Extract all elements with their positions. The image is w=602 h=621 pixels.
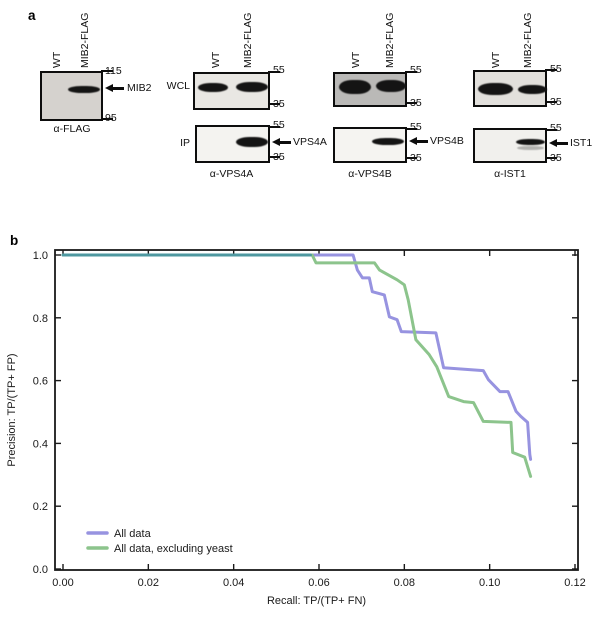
lane-label-wt: WT [490, 51, 502, 68]
marker-tick [268, 126, 280, 128]
band-arrow-icon [409, 137, 428, 146]
marker-tick [268, 71, 280, 73]
y-tick-label: 0.2 [33, 501, 48, 513]
y-tick-label: 0.4 [33, 438, 48, 450]
legend-label: All data, excluding yeast [114, 543, 233, 555]
lane-label-mib2-flag: MIB2-FLAG [242, 12, 254, 68]
marker-tick [545, 129, 557, 131]
marker-tick [405, 128, 417, 130]
x-tick-label: 0.02 [138, 577, 159, 589]
wcl-blot-vps4a [193, 72, 270, 110]
marker-35: 35 [273, 98, 285, 110]
marker-tick [545, 157, 557, 159]
wcl-blot-ist1 [473, 70, 547, 107]
marker-95: 95 [105, 112, 117, 124]
lane-label-wt: WT [350, 51, 362, 68]
antibody-label-ist1: α-IST1 [494, 168, 526, 180]
antibody-label-vps4b: α-VPS4B [348, 168, 392, 180]
marker-55: 55 [410, 121, 422, 133]
legend-label: All data [114, 528, 152, 540]
marker-35: 35 [550, 96, 562, 108]
panel-a-label: a [28, 8, 36, 23]
x-tick-label: 0.04 [223, 577, 244, 589]
lane-label-mib2-flag: MIB2-FLAG [522, 12, 534, 68]
marker-35: 35 [273, 151, 285, 163]
panel-b-label: b [10, 233, 19, 248]
marker-35: 35 [410, 152, 422, 164]
protein-band [372, 138, 404, 145]
target-label-ist1: IST1 [570, 137, 593, 149]
marker-55: 55 [410, 64, 422, 76]
target-label-mib2: MIB2 [127, 82, 152, 94]
ip-blot-ist1 [473, 128, 547, 163]
flag-blot [40, 71, 103, 121]
marker-tick [405, 102, 417, 104]
lane-label-wt: WT [51, 51, 63, 68]
marker-tick [268, 156, 280, 158]
band-arrow-icon [549, 139, 568, 148]
lane-label-mib2-flag: MIB2-FLAG [79, 12, 91, 68]
pr-curve-plot: 0.00 0.02 0.04 0.06 0.08 0.10 0.12 0.0 0.2 0.4 0.6… [6, 249, 586, 607]
marker-35: 35 [550, 152, 562, 164]
marker-35: 35 [410, 97, 422, 109]
protein-band [236, 82, 268, 92]
marker-tick [101, 118, 113, 120]
y-tick-label: 0.6 [33, 376, 48, 388]
marker-tick [101, 70, 113, 72]
x-tick-label: 0.06 [308, 577, 329, 589]
marker-115: 115 [105, 65, 122, 77]
marker-tick [405, 157, 417, 159]
protein-band [198, 83, 228, 92]
marker-tick [545, 69, 557, 71]
protein-band [518, 85, 547, 94]
wcl-blot-vps4b [333, 72, 407, 107]
x-tick-label: 0.10 [479, 577, 500, 589]
protein-band-faint [517, 146, 544, 150]
antibody-label-vps4a: α-VPS4A [209, 168, 254, 180]
protein-band [68, 86, 100, 93]
marker-55: 55 [273, 119, 285, 131]
y-tick-label: 0.8 [33, 313, 48, 325]
lane-label-mib2-flag: MIB2-FLAG [384, 12, 396, 68]
ip-blot-vps4b [333, 127, 407, 163]
x-tick-label: 0.12 [564, 577, 585, 589]
lane-label-wt: WT [210, 51, 222, 68]
x-axis-title: Recall: TP/(TP+ FN) [267, 595, 366, 607]
protein-band [478, 83, 513, 95]
marker-55: 55 [550, 122, 562, 134]
x-tick-label: 0.00 [52, 577, 73, 589]
marker-tick [268, 103, 280, 105]
target-label-vps4b: VPS4B [430, 135, 464, 147]
ip-blot-vps4a [195, 125, 270, 163]
protein-band [376, 80, 406, 92]
curve-excluding-yeast [61, 253, 533, 478]
marker-tick [405, 71, 417, 73]
x-tick-label: 0.08 [394, 577, 415, 589]
marker-tick [545, 101, 557, 103]
protein-band [516, 139, 545, 145]
curve-all-data [61, 253, 533, 461]
protein-band [236, 137, 268, 147]
wcl-label: WCL [166, 80, 190, 92]
band-arrow-icon [105, 84, 124, 93]
y-tick-label: 1.0 [33, 250, 48, 262]
y-tick-label: 0.0 [33, 564, 48, 576]
marker-55: 55 [550, 63, 562, 75]
antibody-label-flag: α-FLAG [53, 123, 91, 135]
plot-axes [54, 249, 579, 571]
protein-band [339, 80, 371, 94]
band-arrow-icon [272, 138, 291, 147]
ip-label: IP [180, 137, 190, 149]
y-axis-title: Precision: TP/(TP+ FP) [6, 353, 18, 466]
target-label-vps4a: VPS4A [293, 136, 327, 148]
marker-55: 55 [273, 64, 285, 76]
